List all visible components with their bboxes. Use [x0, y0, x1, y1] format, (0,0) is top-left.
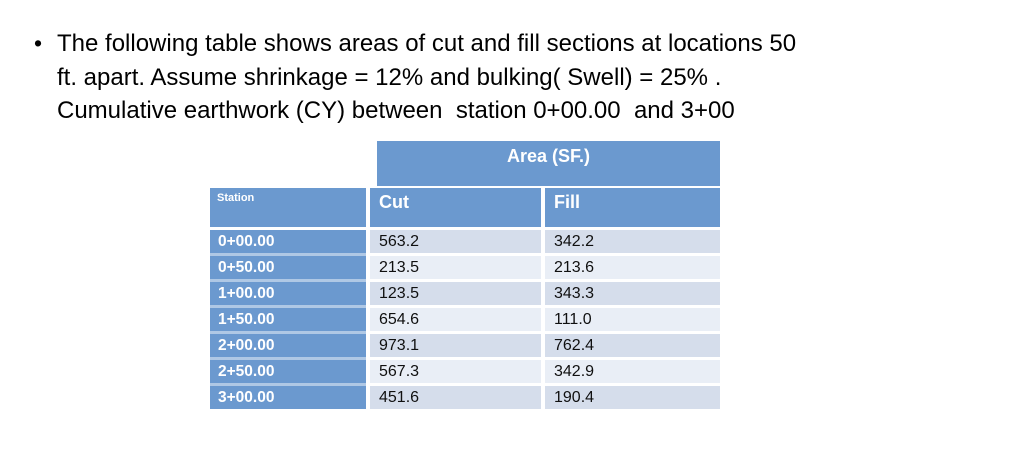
cut-value-cell: 123.5	[370, 282, 541, 305]
fill-value-cell: 213.6	[545, 256, 720, 279]
table-grid: Station Cut Fill 0+00.00 563.2 342.2 0+50.0…	[210, 188, 720, 409]
fill-value-cell: 190.4	[545, 386, 720, 409]
station-cell: 1+00.00	[210, 282, 366, 305]
station-cell: 2+00.00	[210, 334, 366, 357]
station-cell: 0+50.00	[210, 256, 366, 279]
fill-value-cell: 111.0	[545, 308, 720, 331]
station-cell: 1+50.00	[210, 308, 366, 331]
station-cell: 2+50.00	[210, 360, 366, 383]
station-cell: 0+00.00	[210, 230, 366, 253]
cut-value-cell: 973.1	[370, 334, 541, 357]
cut-value-cell: 451.6	[370, 386, 541, 409]
cut-value-cell: 563.2	[370, 230, 541, 253]
fill-value-cell: 342.9	[545, 360, 720, 383]
cut-value-cell: 567.3	[370, 360, 541, 383]
cut-header-cell: Cut	[370, 188, 541, 227]
fill-value-cell: 343.3	[545, 282, 720, 305]
station-header-cell: Station	[210, 188, 366, 227]
bullet-line-3: Cumulative earthwork (CY) between statio…	[57, 97, 735, 124]
fill-value-cell: 762.4	[545, 334, 720, 357]
bullet-text: The following table shows areas of cut a…	[57, 27, 796, 128]
cut-value-cell: 654.6	[370, 308, 541, 331]
bullet-paragraph: • The following table shows areas of cut…	[34, 27, 796, 128]
fill-value-cell: 342.2	[545, 230, 720, 253]
station-cell: 3+00.00	[210, 386, 366, 409]
bullet-line-2: ft. apart. Assume shrinkage = 12% and bu…	[57, 63, 722, 91]
bullet-line-1: The following table shows areas of cut a…	[57, 30, 797, 57]
fill-header-cell: Fill	[545, 188, 720, 227]
area-header-cell: Area (SF.)	[377, 141, 720, 186]
bullet-marker: •	[34, 30, 43, 56]
cut-value-cell: 213.5	[370, 256, 541, 279]
earthwork-table: Area (SF.) Station Cut Fill 0+00.00 563.2…	[210, 141, 722, 413]
